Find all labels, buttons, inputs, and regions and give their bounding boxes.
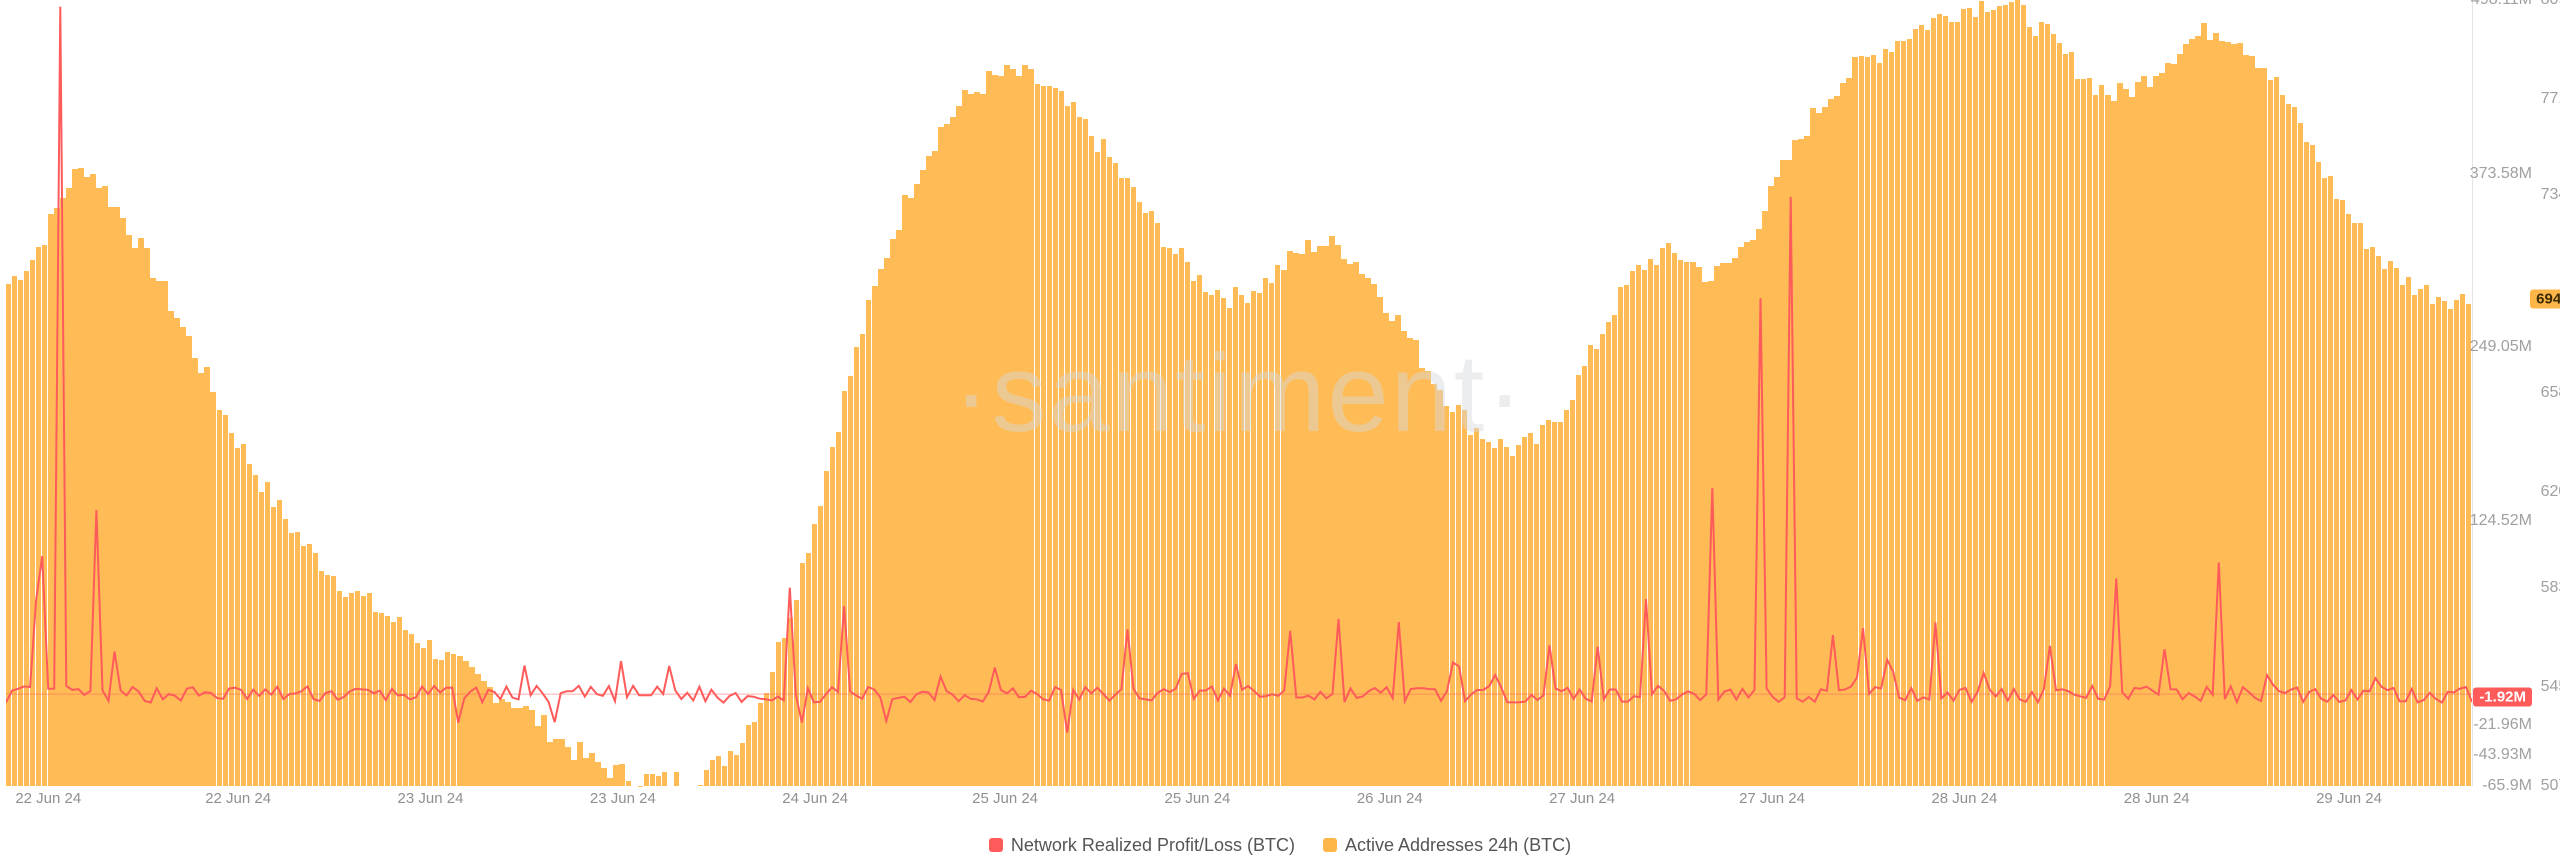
left-current-badge: -1.92M xyxy=(2473,687,2532,706)
x-axis: 22 Jun 24 22 Jun 24 23 Jun 24 23 Jun 24 24 J… xyxy=(6,790,2472,812)
y-tick-left: -21.96M xyxy=(2473,716,2532,734)
right-current-badge: 694K xyxy=(2530,290,2560,309)
y-tick-left: 124.52M xyxy=(2470,512,2532,530)
legend-swatch-yellow xyxy=(1323,838,1337,852)
y-tick-left: -43.93M xyxy=(2473,746,2532,764)
x-tick: 22 Jun 24 xyxy=(205,790,271,807)
y-tick-right: 658K xyxy=(2541,384,2560,402)
legend-item-active-addresses[interactable]: Active Addresses 24h (BTC) xyxy=(1323,835,1571,856)
y-tick-right: 583K xyxy=(2541,579,2560,597)
legend-label-red: Network Realized Profit/Loss (BTC) xyxy=(1011,835,1295,856)
line-layer xyxy=(6,0,2472,786)
x-tick: 27 Jun 24 xyxy=(1739,790,1805,807)
x-tick: 28 Jun 24 xyxy=(1931,790,1997,807)
legend-swatch-red xyxy=(989,838,1003,852)
y-tick-right: 507K xyxy=(2541,777,2560,795)
x-tick: 27 Jun 24 xyxy=(1549,790,1615,807)
x-tick: 25 Jun 24 xyxy=(972,790,1038,807)
y-axis-left: 498.11M373.58M249.05M124.52M-21.96M-43.9… xyxy=(2478,0,2532,786)
y-tick-left: 498.11M xyxy=(2471,0,2532,9)
x-tick: 25 Jun 24 xyxy=(1164,790,1230,807)
x-tick: 23 Jun 24 xyxy=(590,790,656,807)
y-axis-right: 809K771K734K658K620K583K545K507K694K xyxy=(2538,0,2560,786)
plot-area[interactable]: ·santiment· xyxy=(6,0,2473,786)
legend-item-profit-loss[interactable]: Network Realized Profit/Loss (BTC) xyxy=(989,835,1295,856)
x-tick: 26 Jun 24 xyxy=(1357,790,1423,807)
y-tick-left: 249.05M xyxy=(2470,338,2532,356)
y-tick-right: 734K xyxy=(2541,186,2560,204)
y-tick-right: 620K xyxy=(2541,483,2560,501)
chart-container: ·santiment· 498.11M373.58M249.05M124.52M… xyxy=(0,0,2560,867)
x-tick: 22 Jun 24 xyxy=(15,790,81,807)
legend-label-yellow: Active Addresses 24h (BTC) xyxy=(1345,835,1571,856)
y-tick-right: 809K xyxy=(2541,0,2560,9)
legend: Network Realized Profit/Loss (BTC) Activ… xyxy=(0,830,2560,860)
x-tick: 29 Jun 24 xyxy=(2316,790,2382,807)
x-tick: 24 Jun 24 xyxy=(782,790,848,807)
y-tick-right: 545K xyxy=(2541,678,2560,696)
y-tick-left: 373.58M xyxy=(2470,165,2532,183)
x-tick: 28 Jun 24 xyxy=(2124,790,2190,807)
y-tick-left: -65.9M xyxy=(2482,777,2532,795)
x-tick: 23 Jun 24 xyxy=(398,790,464,807)
y-tick-right: 771K xyxy=(2541,90,2560,108)
